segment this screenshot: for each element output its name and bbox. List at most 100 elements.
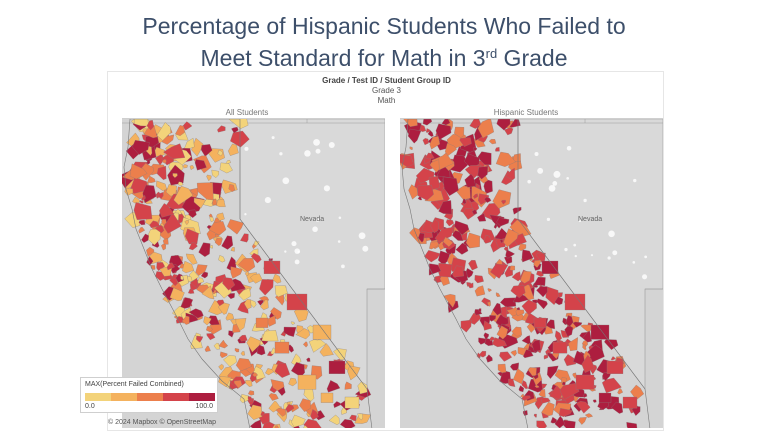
district-polygon[interactable]: [485, 354, 493, 363]
district-polygon[interactable]: [511, 271, 522, 282]
district-polygon[interactable]: [141, 195, 146, 201]
district-polygon[interactable]: [132, 196, 140, 204]
district-polygon[interactable]: [165, 184, 177, 197]
district-polygon[interactable]: [211, 169, 219, 178]
district-polygon[interactable]: [275, 407, 286, 417]
district-polygon[interactable]: [547, 365, 559, 379]
district-polygon[interactable]: [142, 184, 157, 204]
district-polygon[interactable]: [464, 165, 482, 179]
district-polygon[interactable]: [200, 144, 213, 157]
district-polygon[interactable]: [581, 354, 595, 373]
district-polygon[interactable]: [319, 343, 334, 357]
district-polygon[interactable]: [503, 228, 519, 248]
district-polygon[interactable]: [133, 202, 153, 220]
district-polygon[interactable]: [291, 414, 306, 428]
district-polygon[interactable]: [290, 321, 295, 325]
district-polygon[interactable]: [138, 163, 154, 181]
district-polygon[interactable]: [504, 256, 513, 265]
district-polygon[interactable]: [209, 216, 215, 223]
district-polygon[interactable]: [527, 367, 537, 376]
district-polygon[interactable]: [138, 226, 146, 234]
district-polygon[interactable]: [260, 299, 269, 311]
district-polygon[interactable]: [565, 315, 574, 327]
district-polygon[interactable]: [180, 297, 194, 309]
district-polygon[interactable]: [435, 123, 452, 141]
district-polygon[interactable]: [483, 235, 492, 244]
district-polygon[interactable]: [223, 355, 237, 367]
district-polygon[interactable]: [219, 162, 233, 174]
district-polygon[interactable]: [561, 381, 566, 386]
district-polygon[interactable]: [189, 165, 195, 170]
district-polygon[interactable]: [349, 414, 357, 422]
district-polygon[interactable]: [182, 121, 193, 131]
district-polygon[interactable]: [204, 345, 211, 352]
district-polygon[interactable]: [492, 302, 502, 316]
district-polygon[interactable]: [198, 242, 211, 257]
district-polygon[interactable]: [465, 232, 480, 249]
district-polygon[interactable]: [274, 425, 279, 429]
district-polygon[interactable]: [477, 213, 487, 222]
district-polygon[interactable]: [455, 242, 469, 255]
district-polygon[interactable]: [312, 324, 332, 340]
district-polygon[interactable]: [488, 139, 497, 145]
district-polygon[interactable]: [260, 411, 265, 416]
district-polygon[interactable]: [536, 298, 548, 310]
district-polygon[interactable]: [496, 325, 508, 340]
district-polygon[interactable]: [510, 350, 517, 357]
district-polygon[interactable]: [182, 260, 195, 274]
district-polygon[interactable]: [592, 399, 597, 403]
district-polygon[interactable]: [154, 225, 165, 234]
district-polygon[interactable]: [518, 385, 525, 393]
district-polygon[interactable]: [320, 392, 334, 403]
district-polygon[interactable]: [155, 154, 164, 166]
district-polygon[interactable]: [196, 335, 204, 343]
district-polygon[interactable]: [472, 146, 478, 152]
district-polygon[interactable]: [434, 226, 454, 243]
district-polygon[interactable]: [147, 175, 156, 183]
district-polygon[interactable]: [194, 159, 207, 171]
district-polygon[interactable]: [630, 384, 644, 401]
district-polygon[interactable]: [505, 167, 516, 181]
district-polygon[interactable]: [495, 292, 501, 298]
district-polygon[interactable]: [521, 249, 534, 263]
district-polygon[interactable]: [578, 417, 587, 425]
district-polygon[interactable]: [283, 326, 297, 337]
district-polygon[interactable]: [309, 339, 327, 353]
district-polygon[interactable]: [297, 374, 317, 390]
district-polygon[interactable]: [184, 228, 199, 245]
district-polygon[interactable]: [541, 397, 551, 404]
district-polygon[interactable]: [582, 330, 592, 343]
district-polygon[interactable]: [189, 270, 200, 282]
district-polygon[interactable]: [221, 235, 234, 250]
district-polygon[interactable]: [326, 380, 341, 393]
district-polygon[interactable]: [228, 143, 239, 156]
district-polygon[interactable]: [213, 342, 220, 350]
district-polygon[interactable]: [328, 414, 340, 425]
district-polygon[interactable]: [496, 217, 510, 227]
district-polygon[interactable]: [462, 198, 467, 205]
district-polygon[interactable]: [253, 240, 260, 247]
district-polygon[interactable]: [169, 277, 178, 287]
district-polygon[interactable]: [400, 154, 414, 168]
district-polygon[interactable]: [357, 413, 363, 421]
district-polygon[interactable]: [217, 125, 226, 133]
district-polygon[interactable]: [422, 138, 429, 146]
district-polygon[interactable]: [552, 341, 568, 354]
district-polygon[interactable]: [554, 330, 562, 342]
district-polygon[interactable]: [429, 241, 440, 250]
district-polygon[interactable]: [533, 317, 547, 328]
district-polygon[interactable]: [257, 300, 264, 306]
district-polygon[interactable]: [255, 317, 269, 328]
district-polygon[interactable]: [357, 381, 368, 395]
district-polygon[interactable]: [521, 395, 531, 401]
district-polygon[interactable]: [444, 142, 457, 157]
district-polygon[interactable]: [504, 127, 514, 136]
district-polygon[interactable]: [489, 336, 495, 342]
district-polygon[interactable]: [582, 393, 588, 398]
district-polygon[interactable]: [512, 207, 522, 215]
district-polygon[interactable]: [430, 219, 439, 234]
district-polygon[interactable]: [190, 334, 203, 349]
district-polygon[interactable]: [303, 424, 308, 428]
district-polygon[interactable]: [521, 380, 529, 389]
district-polygon[interactable]: [521, 299, 537, 316]
